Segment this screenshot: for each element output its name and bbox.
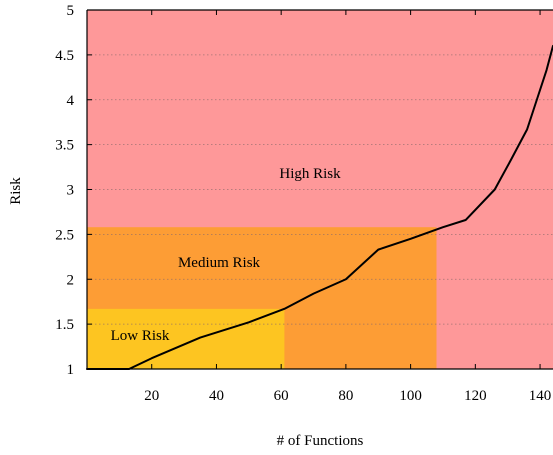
x-tick-label: 80 <box>338 388 353 404</box>
x-tick-label: 120 <box>464 388 487 404</box>
x-tick-label: 60 <box>274 388 289 404</box>
y-tick-label: 4 <box>67 93 75 109</box>
x-tick-label: 20 <box>144 388 159 404</box>
high-risk-label: High Risk <box>279 166 341 182</box>
gridlines <box>87 54 553 325</box>
y-tick-label: 2.5 <box>55 227 74 243</box>
y-tick-label: 4.5 <box>55 48 74 64</box>
x-tick-label: 100 <box>399 388 422 404</box>
y-tick-label: 3 <box>67 183 75 199</box>
x-tick-label: 140 <box>529 388 552 404</box>
low-risk-region <box>87 308 285 369</box>
y-tick-label: 3.5 <box>55 138 74 154</box>
y-tick-label: 1 <box>67 362 75 378</box>
y-tick-label: 2 <box>67 272 75 288</box>
y-axis-label: Risk <box>8 177 24 205</box>
x-axis-label: # of Functions <box>277 433 364 449</box>
y-tick-label: 5 <box>67 3 75 19</box>
medium-risk-label: Medium Risk <box>178 255 261 271</box>
risk-curve-line <box>86 44 553 370</box>
low-risk-label: Low Risk <box>111 328 170 344</box>
x-tick-label: 40 <box>209 388 224 404</box>
tick-labels: 1 1.5 2 2.5 3 3.5 4 4.5 5 20 40 60 80 100 120 140 <box>55 3 551 404</box>
y-tick-label: 1.5 <box>55 317 74 333</box>
